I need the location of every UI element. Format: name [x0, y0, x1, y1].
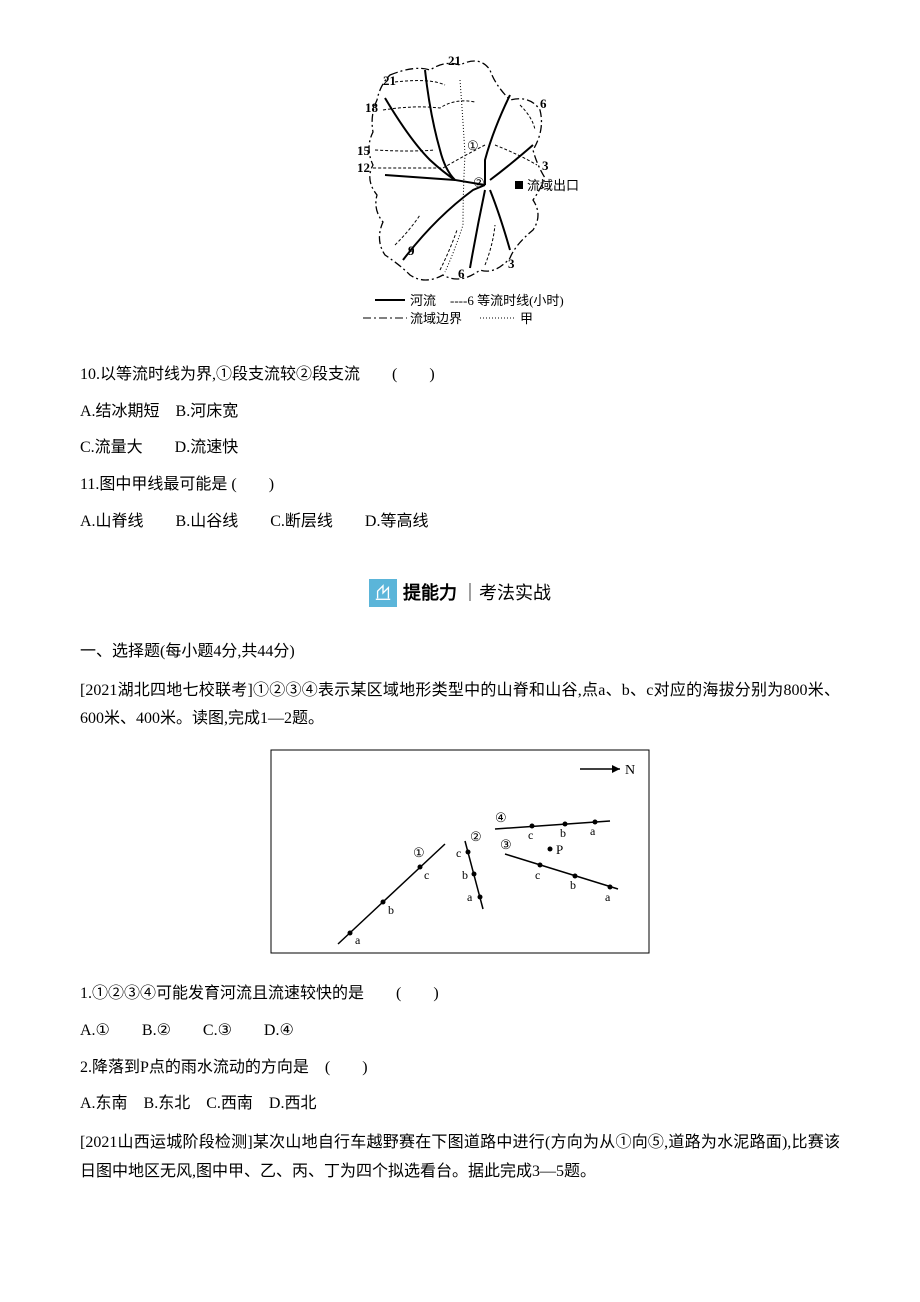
- svg-text:a: a: [355, 933, 361, 947]
- svg-text:15: 15: [357, 143, 371, 158]
- svg-text:流域边界: 流域边界: [410, 311, 462, 326]
- q1-stem: 1.①②③④可能发育河流且流速较快的是 ( ): [80, 980, 840, 1009]
- svg-text:b: b: [560, 826, 566, 840]
- svg-text:②: ②: [470, 829, 482, 844]
- svg-text:a: a: [467, 890, 473, 904]
- svg-text:21: 21: [448, 53, 461, 68]
- svg-text:c: c: [456, 846, 461, 860]
- svg-text:a: a: [590, 824, 596, 838]
- section-header-container: 提能力 ｜考法实战: [80, 577, 840, 613]
- q10-options-line1: A.结冰期短 B.河床宽: [80, 398, 840, 427]
- svg-text:甲: 甲: [520, 311, 533, 326]
- svg-text:③: ③: [500, 837, 512, 852]
- svg-text:a: a: [605, 890, 611, 904]
- svg-text:12: 12: [357, 160, 370, 175]
- watershed-diagram: 21 21 18 6 15 12 3 ① ② 流域出口 9 6 3 河流 ---…: [315, 50, 605, 330]
- svg-text:b: b: [462, 868, 468, 882]
- section-title-normal: ｜考法实战: [461, 577, 551, 609]
- q2-stem: 2.降落到P点的雨水流动的方向是 ( ): [80, 1054, 840, 1083]
- terrain-diagram: N a b c ① c b a ② c b a ③ c b a ④: [270, 749, 650, 954]
- q2-options: A.东南 B.东北 C.西南 D.西北: [80, 1090, 840, 1119]
- svg-text:②: ②: [473, 175, 485, 190]
- svg-text:6: 6: [458, 266, 465, 281]
- svg-text:18: 18: [365, 100, 379, 115]
- svg-text:N: N: [625, 763, 635, 778]
- q11-options: A.山脊线 B.山谷线 C.断层线 D.等高线: [80, 508, 840, 537]
- svg-text:c: c: [535, 868, 540, 882]
- svg-text:3: 3: [508, 256, 515, 271]
- q1-options: A.① B.② C.③ D.④: [80, 1017, 840, 1046]
- svg-text:----6 等流时线(小时): ----6 等流时线(小时): [450, 293, 564, 308]
- diagram-1-container: 21 21 18 6 15 12 3 ① ② 流域出口 9 6 3 河流 ---…: [80, 50, 840, 341]
- section-title-bold: 提能力: [403, 577, 457, 609]
- section-icon: [369, 579, 397, 607]
- svg-text:c: c: [424, 868, 429, 882]
- svg-text:c: c: [528, 828, 533, 842]
- diagram-2-container: N a b c ① c b a ② c b a ③ c b a ④: [80, 749, 840, 965]
- svg-text:①: ①: [467, 138, 479, 153]
- svg-text:21: 21: [383, 73, 396, 88]
- svg-text:b: b: [570, 878, 576, 892]
- svg-text:3: 3: [542, 158, 549, 173]
- svg-text:6: 6: [540, 96, 547, 111]
- q11-stem: 11.图中甲线最可能是 ( ): [80, 471, 840, 500]
- svg-text:9: 9: [408, 243, 415, 258]
- q10-stem: 10.以等流时线为界,①段支流较②段支流 ( ): [80, 361, 840, 390]
- section1-title: 一、选择题(每小题4分,共44分): [80, 638, 840, 667]
- section1-intro: [2021湖北四地七校联考]①②③④表示某区域地形类型中的山脊和山谷,点a、b、…: [80, 677, 840, 735]
- svg-text:P: P: [556, 842, 563, 857]
- svg-text:①: ①: [413, 845, 425, 860]
- svg-text:河流: 河流: [410, 293, 436, 308]
- q10-options-line2: C.流量大 D.流速快: [80, 434, 840, 463]
- svg-text:b: b: [388, 903, 394, 917]
- svg-text:流域出口: 流域出口: [527, 178, 579, 193]
- svg-text:④: ④: [495, 810, 507, 825]
- section2-intro: [2021山西运城阶段检测]某次山地自行车越野赛在下图道路中进行(方向为从①向⑤…: [80, 1129, 840, 1187]
